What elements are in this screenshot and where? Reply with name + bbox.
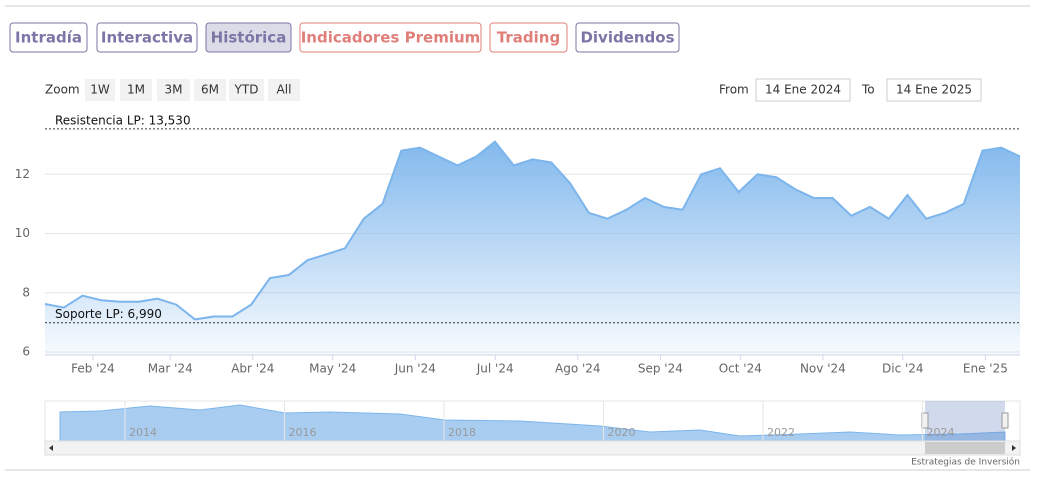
y-tick-label: 12 — [15, 167, 30, 181]
tab-label: Trading — [497, 29, 560, 47]
zoom-button-label: All — [277, 83, 292, 97]
x-tick-label: Abr '24 — [231, 362, 274, 376]
zoom-button[interactable] — [120, 79, 152, 101]
tab[interactable] — [96, 22, 198, 53]
x-tick-label: Ene '25 — [963, 362, 1008, 376]
x-tick-label: Feb '24 — [71, 362, 115, 376]
to-input[interactable] — [886, 78, 982, 102]
x-tick-label: May '24 — [309, 362, 356, 376]
to-label: To — [861, 83, 875, 97]
y-tick-label: 10 — [15, 226, 30, 240]
y-tick-label: 8 — [22, 285, 30, 299]
zoom-button[interactable] — [229, 79, 264, 101]
navigator-selection[interactable] — [925, 401, 1005, 441]
price-line — [44, 140, 1021, 321]
navigator-label: 2018 — [448, 426, 476, 439]
tab-label: Histórica — [211, 29, 287, 47]
tab[interactable] — [205, 22, 292, 53]
x-tick-label: Mar '24 — [148, 362, 193, 376]
credit: Estrategias de Inversión — [911, 457, 1020, 468]
zoom-button[interactable] — [157, 79, 190, 101]
zoom-label: Zoom — [45, 83, 80, 97]
zoom-button-label: 6M — [201, 83, 219, 97]
navigator-label: 2024 — [927, 426, 955, 439]
tab[interactable] — [489, 22, 568, 53]
navigator-handle[interactable] — [1001, 412, 1009, 429]
zoom-button[interactable] — [194, 79, 226, 101]
x-tick-label: Jun '24 — [394, 362, 436, 376]
from-value: 14 Ene 2024 — [765, 83, 841, 97]
tab[interactable] — [299, 22, 482, 53]
scrollbar[interactable] — [44, 440, 1021, 456]
x-tick-label: Jul '24 — [476, 362, 514, 376]
zoom-button[interactable] — [85, 79, 115, 101]
tab[interactable] — [9, 22, 88, 53]
x-tick-label: Oct '24 — [719, 362, 762, 376]
tab[interactable] — [575, 22, 680, 53]
navigator-label: 2020 — [608, 426, 636, 439]
x-tick-label: Ago '24 — [555, 362, 601, 376]
tab-label: Dividendos — [580, 29, 674, 47]
zoom-button-label: YTD — [234, 83, 259, 97]
plot-line-label: Soporte LP: 6,990 — [55, 307, 162, 321]
zoom-button[interactable] — [268, 79, 300, 101]
y-tick-label: 6 — [22, 345, 30, 359]
navigator-label: 2022 — [767, 426, 795, 439]
tab-label: Interactiva — [101, 29, 193, 47]
zoom-button-label: 1M — [127, 83, 145, 97]
plot-line-label: Resistencia LP: 13,530 — [55, 113, 191, 127]
from-input[interactable] — [755, 78, 851, 102]
to-value: 14 Ene 2025 — [896, 83, 972, 97]
scrollbar-thumb[interactable] — [925, 442, 1005, 454]
zoom-button-label: 1W — [90, 83, 110, 97]
navigator: 2014 2016 2018 2020 2022 2024 — [44, 400, 1021, 456]
tab-label: Intradía — [15, 29, 82, 47]
navigator-label: 2014 — [129, 426, 157, 439]
tab-label: Indicadores Premium — [301, 29, 481, 47]
x-tick-label: Dic '24 — [882, 362, 924, 376]
area-fill — [45, 141, 1020, 355]
zoom-button-label: 3M — [165, 83, 183, 97]
navigator-label: 2016 — [289, 426, 317, 439]
from-label: From — [719, 83, 749, 97]
x-tick-label: Sep '24 — [638, 362, 683, 376]
x-tick-label: Nov '24 — [800, 362, 846, 376]
navigator-series — [59, 404, 1006, 442]
